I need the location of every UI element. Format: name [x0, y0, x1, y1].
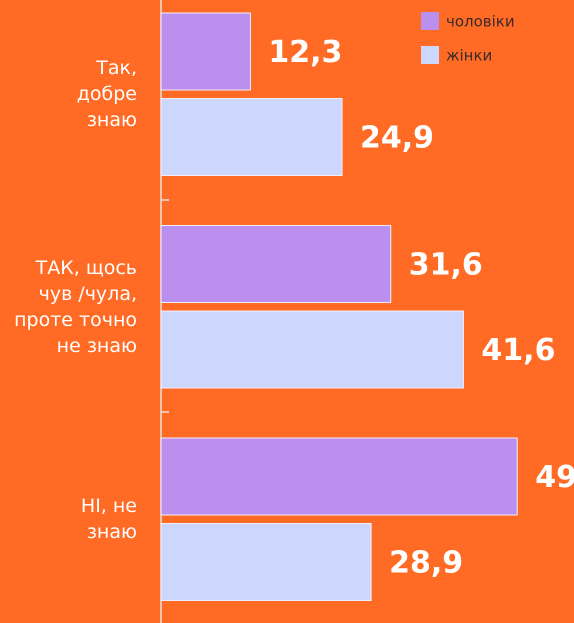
- category-label: НІ, не знаю: [80, 495, 137, 544]
- legend-label: жінки: [446, 47, 492, 65]
- value-label: 28,9: [389, 546, 463, 581]
- value-label: 24,9: [360, 121, 434, 156]
- legend-label: чоловіки: [446, 13, 515, 31]
- value-label: 49: [535, 460, 574, 495]
- bar: [160, 12, 251, 91]
- value-label: 31,6: [409, 248, 483, 283]
- bar: [160, 98, 343, 176]
- category-label: Так, добре знаю: [76, 57, 137, 132]
- category-label: ТАК, щось чув /чула, проте точно не знаю: [14, 256, 137, 357]
- bar: [160, 310, 464, 389]
- bar: [160, 437, 518, 516]
- value-label: 41,6: [481, 333, 555, 368]
- bar: [160, 225, 392, 303]
- legend-swatch: [421, 12, 439, 30]
- bar: [160, 523, 372, 601]
- legend-swatch: [421, 46, 439, 64]
- value-label: 12,3: [268, 35, 342, 70]
